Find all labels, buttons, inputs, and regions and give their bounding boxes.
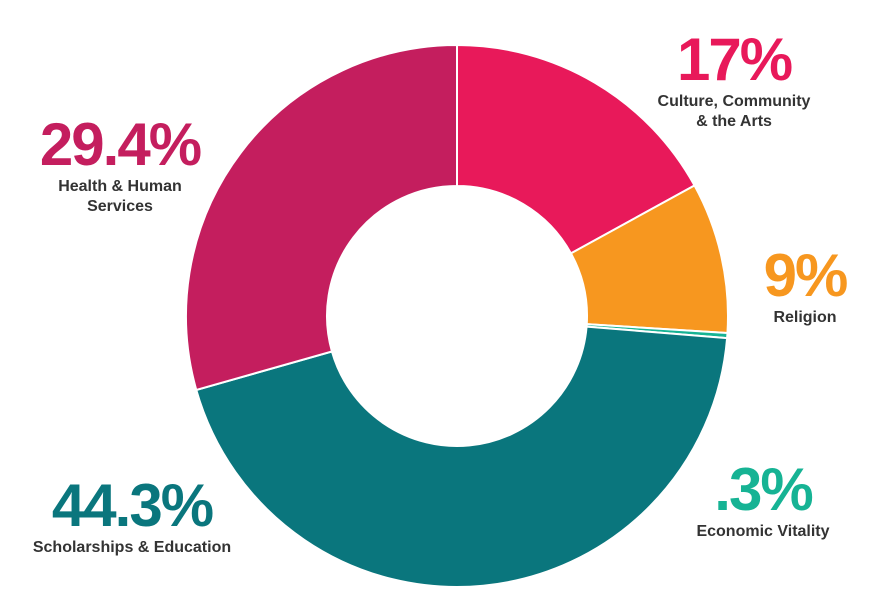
slice-culture	[456, 43, 696, 255]
label-health: 29.4% Health & Human Services	[20, 115, 220, 217]
name-health-line1: Health & Human	[58, 178, 182, 195]
name-religion: Religion	[773, 309, 837, 326]
pct-religion: 9%	[763, 242, 849, 309]
label-economic: .3% Economic Vitality	[668, 460, 858, 542]
label-scholarships: 44.3% Scholarships & Education	[22, 476, 242, 558]
pct-scholarships: 44.3%	[51, 472, 214, 539]
name-culture-line1: Culture, Community	[657, 93, 811, 110]
pct-health: 29.4%	[39, 111, 202, 178]
pct-economic: .3%	[714, 456, 813, 523]
name-health-line2: Services	[87, 198, 153, 215]
pct-culture: 17%	[676, 26, 793, 93]
slice-health	[185, 43, 458, 392]
name-economic: Economic Vitality	[696, 523, 830, 540]
label-culture: 17% Culture, Community & the Arts	[634, 30, 834, 132]
label-religion: 9% Religion	[730, 246, 880, 328]
name-scholarships: Scholarships & Education	[32, 539, 232, 556]
name-culture-line2: & the Arts	[696, 113, 772, 130]
slice-scholarships	[195, 325, 729, 588]
